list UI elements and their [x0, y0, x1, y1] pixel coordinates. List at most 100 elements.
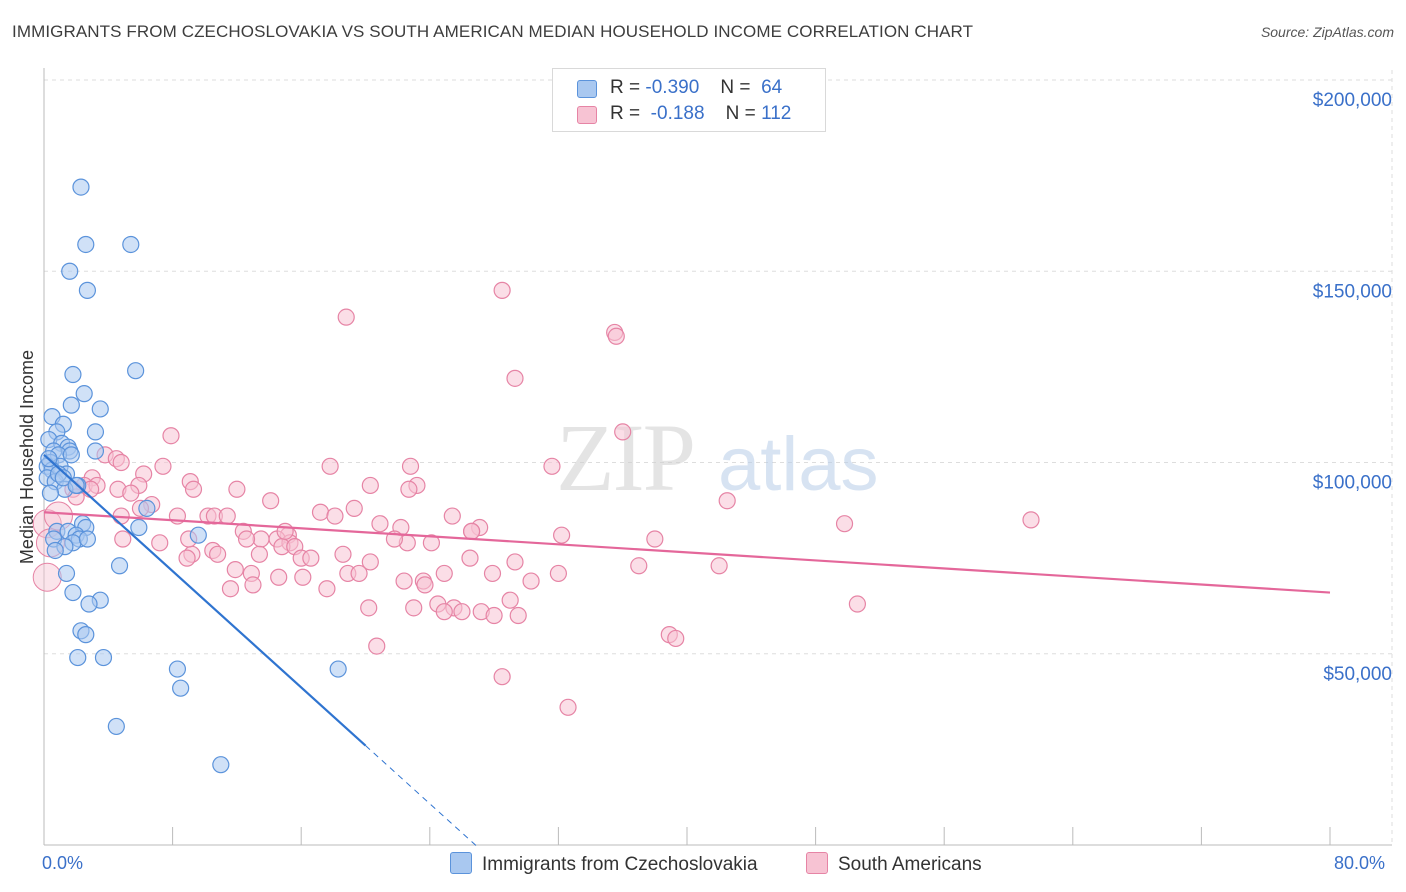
trend-line-czechoslovakia-extension — [365, 745, 479, 848]
data-point-czechoslovakia — [86, 442, 105, 460]
data-point-south-americans — [614, 423, 632, 441]
data-point-south-americans — [553, 526, 571, 544]
data-point-south-americans — [221, 580, 240, 598]
data-point-czechoslovakia — [212, 756, 230, 774]
data-point-czechoslovakia — [168, 660, 187, 678]
data-point-south-americans — [350, 564, 368, 583]
series-legend-czechoslovakia[interactable]: Immigrants from Czechoslovakia — [450, 852, 758, 876]
data-point-south-americans — [294, 568, 312, 586]
data-point-south-americans — [151, 534, 169, 552]
data-point-czechoslovakia — [57, 564, 76, 583]
data-point-south-americans — [334, 545, 352, 563]
y-tick-label: $100,000 — [1313, 473, 1392, 494]
data-point-south-americans — [559, 698, 577, 716]
data-point-south-americans — [509, 606, 527, 625]
data-point-south-americans — [368, 637, 386, 655]
data-point-south-americans — [416, 576, 434, 594]
y-tick-label: $150,000 — [1313, 281, 1392, 302]
data-point-south-americans — [501, 591, 519, 609]
watermark-zip: ZIP — [556, 404, 694, 511]
data-point-czechoslovakia — [127, 362, 145, 380]
data-point-czechoslovakia — [75, 385, 93, 403]
legend-swatch-pink — [806, 852, 828, 874]
data-point-south-americans — [311, 503, 330, 521]
data-point-south-americans — [543, 457, 561, 475]
data-point-czechoslovakia — [172, 679, 190, 697]
data-point-czechoslovakia — [61, 262, 79, 280]
data-point-south-americans — [178, 549, 196, 567]
south-americans-points — [32, 281, 1040, 716]
data-point-czechoslovakia — [189, 526, 207, 544]
data-point-south-americans — [549, 564, 568, 583]
data-point-south-americans — [1022, 511, 1040, 529]
data-point-south-americans — [114, 530, 132, 548]
data-point-czechoslovakia — [80, 595, 98, 613]
data-point-south-americans — [435, 603, 453, 621]
data-point-czechoslovakia — [64, 365, 82, 384]
data-point-south-americans — [453, 603, 471, 621]
data-point-czechoslovakia — [62, 446, 80, 464]
y-tick-label: $200,000 — [1313, 90, 1392, 111]
data-point-czechoslovakia — [91, 400, 109, 418]
y-tick-labels: $50,000 $100,000 $150,000 $200,000 — [1313, 90, 1392, 685]
data-point-south-americans — [209, 545, 227, 563]
data-point-south-americans — [493, 281, 511, 299]
data-point-south-americans — [162, 427, 180, 445]
data-point-czechoslovakia — [46, 541, 64, 560]
data-point-south-americans — [326, 507, 344, 525]
data-point-south-americans — [226, 560, 244, 579]
data-point-south-americans — [718, 492, 736, 510]
data-point-czechoslovakia — [54, 469, 72, 487]
n-value: 64 — [761, 77, 783, 98]
stats-legend: R = -0.390 N = 64 R = -0.188 N = 112 — [552, 68, 826, 132]
y-tick-label: $50,000 — [1323, 664, 1392, 685]
data-point-south-americans — [506, 369, 524, 387]
data-point-south-americans — [302, 549, 320, 567]
data-point-south-americans — [371, 515, 389, 533]
data-point-south-americans — [237, 530, 256, 548]
data-point-south-americans — [244, 576, 262, 594]
data-point-czechoslovakia — [122, 235, 140, 254]
data-point-south-americans — [443, 507, 461, 525]
data-point-czechoslovakia — [329, 660, 347, 678]
y-axis-label: Median Household Income — [17, 350, 37, 564]
data-point-czechoslovakia — [138, 499, 156, 517]
data-point-south-americans — [422, 534, 441, 552]
data-point-south-americans — [345, 499, 363, 517]
data-point-south-americans — [112, 453, 130, 472]
x-tick-label-min: 0.0% — [42, 853, 84, 873]
legend-swatch-blue — [450, 852, 472, 874]
data-point-south-americans — [250, 545, 269, 563]
data-point-south-americans — [646, 530, 664, 548]
data-point-czechoslovakia — [86, 423, 105, 441]
data-point-south-americans — [361, 553, 379, 571]
data-point-czechoslovakia — [107, 717, 125, 736]
data-point-south-americans — [318, 580, 336, 598]
data-point-czechoslovakia — [77, 626, 95, 644]
data-point-south-americans — [361, 476, 379, 495]
legend-swatch-pink — [577, 106, 597, 124]
data-point-czechoslovakia — [62, 396, 80, 414]
series-name: Immigrants from Czechoslovakia — [482, 854, 758, 875]
source-credit: Source: ZipAtlas.com — [1260, 24, 1394, 40]
data-point-south-americans — [228, 480, 246, 498]
watermark: ZIP atlas — [556, 404, 879, 511]
series-legend-south-americans[interactable]: South Americans — [806, 852, 982, 876]
r-label: R = — [610, 77, 641, 98]
data-point-south-americans — [485, 606, 503, 625]
data-point-south-americans — [630, 557, 648, 575]
data-point-south-americans — [710, 557, 728, 575]
data-point-south-americans — [607, 327, 625, 345]
data-point-south-americans — [522, 572, 540, 590]
data-point-south-americans — [337, 308, 355, 326]
trend-lines — [43, 454, 1331, 848]
chart-title: IMMIGRANTS FROM CZECHOSLOVAKIA VS SOUTH … — [12, 22, 974, 41]
r-label: R = — [610, 103, 641, 124]
data-point-south-americans — [360, 599, 378, 617]
data-point-south-americans — [395, 572, 413, 590]
x-tick-label-max: 80.0% — [1334, 853, 1386, 873]
data-point-south-americans — [462, 522, 481, 540]
r-value: -0.390 — [645, 77, 700, 98]
series-name: South Americans — [838, 854, 982, 875]
